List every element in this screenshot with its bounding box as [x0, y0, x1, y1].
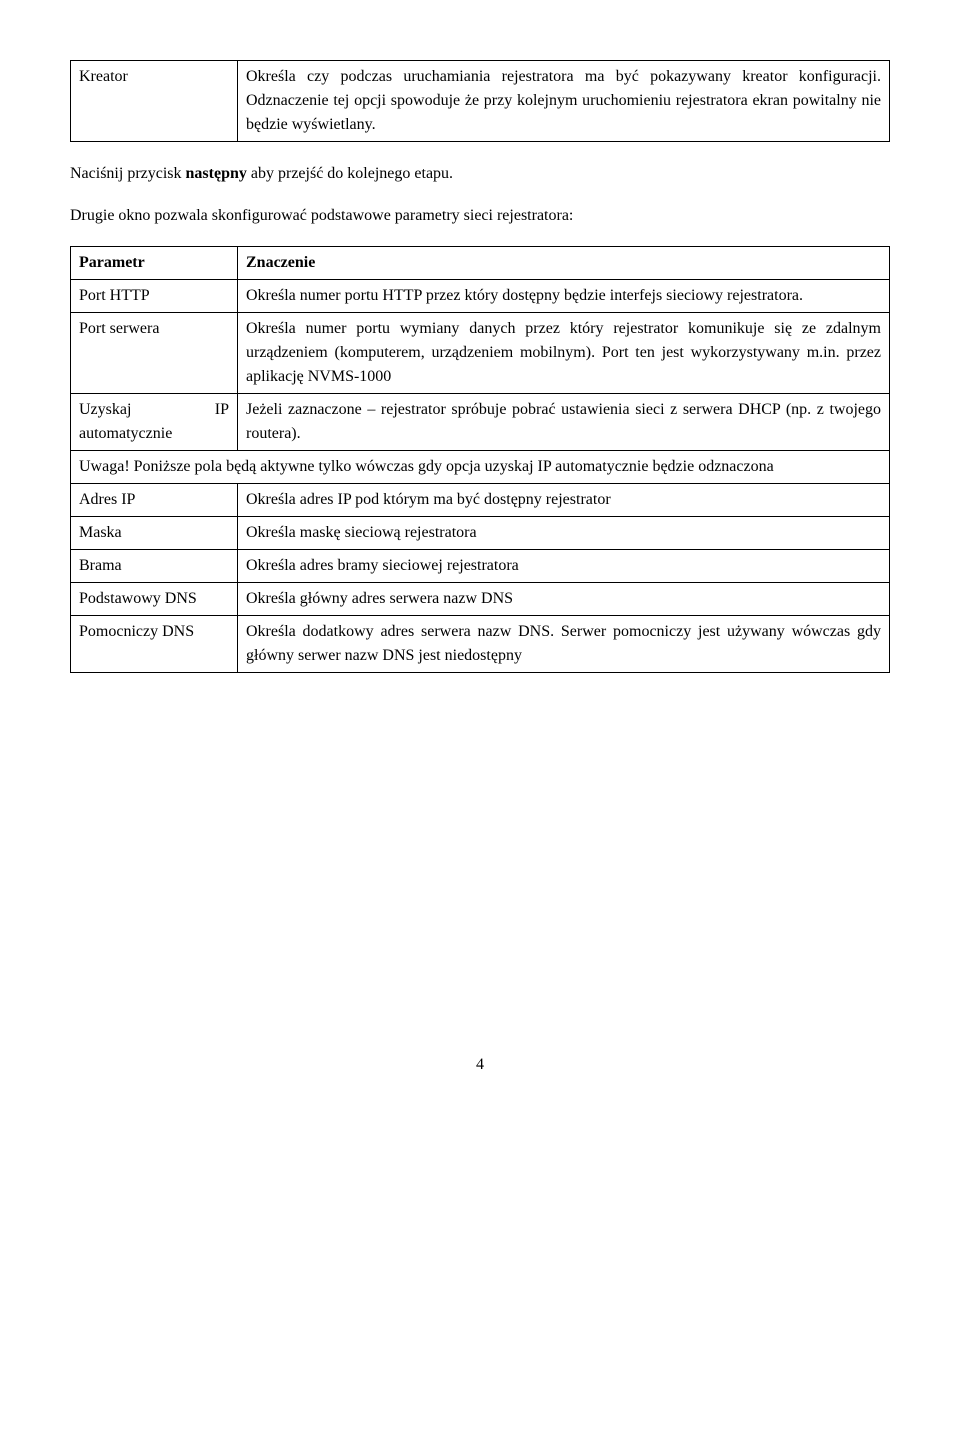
- table-row: Uzyskaj IP automatycznie Jeżeli zaznaczo…: [71, 394, 890, 451]
- instruction-text-b: aby przejść do kolejnego etapu.: [247, 165, 453, 182]
- table-row: Maska Określa maskę sieciową rejestrator…: [71, 517, 890, 550]
- header-parametr: Parametr: [71, 247, 238, 280]
- adres-ip-label: Adres IP: [71, 484, 238, 517]
- table-row: Kreator Określa czy podczas uruchamiania…: [71, 61, 890, 142]
- page-number: 4: [70, 1053, 890, 1077]
- kreator-description: Określa czy podczas uruchamiania rejestr…: [238, 61, 890, 142]
- instruction-bold: następny: [186, 165, 247, 182]
- instruction-paragraph: Naciśnij przycisk następny aby przejść d…: [70, 162, 890, 186]
- maska-desc: Określa maskę sieciową rejestratora: [238, 517, 890, 550]
- table-row: Pomocniczy DNS Określa dodatkowy adres s…: [71, 616, 890, 673]
- pomocniczy-dns-label: Pomocniczy DNS: [71, 616, 238, 673]
- podstawowy-dns-desc: Określa główny adres serwera nazw DNS: [238, 583, 890, 616]
- maska-label: Maska: [71, 517, 238, 550]
- brama-desc: Określa adres bramy sieciowej rejestrato…: [238, 550, 890, 583]
- table-row: Port HTTP Określa numer portu HTTP przez…: [71, 280, 890, 313]
- uwaga-note: Uwaga! Poniższe pola będą aktywne tylko …: [71, 451, 890, 484]
- kreator-table: Kreator Określa czy podczas uruchamiania…: [70, 60, 890, 142]
- table-row: Parametr Znaczenie: [71, 247, 890, 280]
- intro-paragraph: Drugie okno pozwala skonfigurować podsta…: [70, 204, 890, 228]
- table-row: Podstawowy DNS Określa główny adres serw…: [71, 583, 890, 616]
- table-row: Adres IP Określa adres IP pod którym ma …: [71, 484, 890, 517]
- port-http-desc: Określa numer portu HTTP przez który dos…: [238, 280, 890, 313]
- port-serwera-desc: Określa numer portu wymiany danych przez…: [238, 313, 890, 394]
- instruction-text-a: Naciśnij przycisk: [70, 165, 186, 182]
- port-serwera-label: Port serwera: [71, 313, 238, 394]
- table-row: Port serwera Określa numer portu wymiany…: [71, 313, 890, 394]
- kreator-label: Kreator: [71, 61, 238, 142]
- port-http-label: Port HTTP: [71, 280, 238, 313]
- uzyskaj-ip-desc: Jeżeli zaznaczone – rejestrator spróbuje…: [238, 394, 890, 451]
- header-znaczenie: Znaczenie: [238, 247, 890, 280]
- table-row: Brama Określa adres bramy sieciowej reje…: [71, 550, 890, 583]
- podstawowy-dns-label: Podstawowy DNS: [71, 583, 238, 616]
- brama-label: Brama: [71, 550, 238, 583]
- adres-ip-desc: Określa adres IP pod którym ma być dostę…: [238, 484, 890, 517]
- table-row: Uwaga! Poniższe pola będą aktywne tylko …: [71, 451, 890, 484]
- parameters-table: Parametr Znaczenie Port HTTP Określa num…: [70, 246, 890, 673]
- uzyskaj-ip-label: Uzyskaj IP automatycznie: [71, 394, 238, 451]
- pomocniczy-dns-desc: Określa dodatkowy adres serwera nazw DNS…: [238, 616, 890, 673]
